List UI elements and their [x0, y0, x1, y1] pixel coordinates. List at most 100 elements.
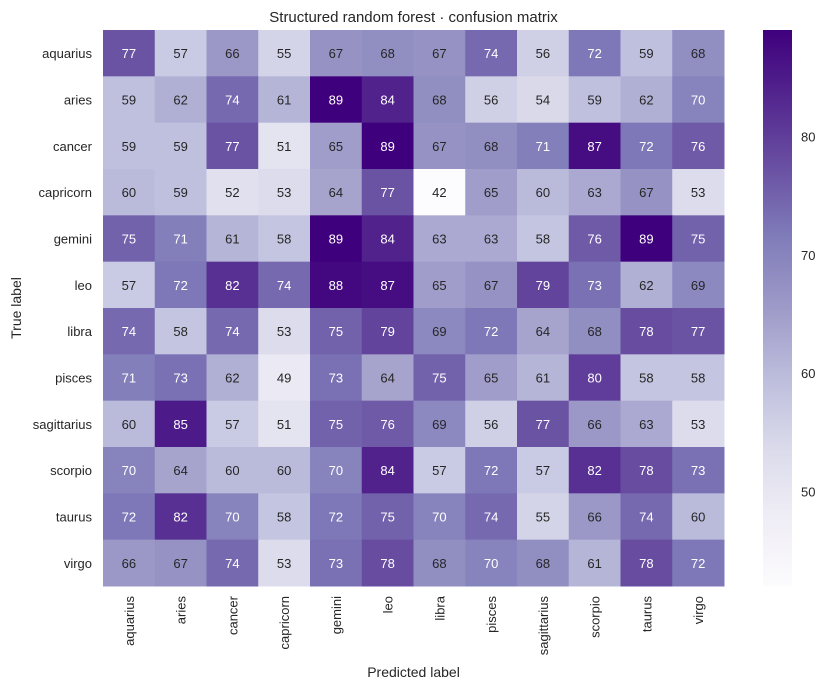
- heatmap-cell: [568, 169, 621, 216]
- heatmap-cell: [258, 122, 311, 170]
- heatmap-cell: [103, 122, 156, 170]
- heatmap-cell: [154, 30, 207, 77]
- cell-value-label: 84: [380, 93, 394, 108]
- cell-value-label: 67: [432, 139, 446, 154]
- cell-value-label: 55: [536, 510, 550, 525]
- heatmap-cell: [517, 169, 570, 216]
- heatmap-cell: [620, 76, 673, 124]
- cell-value-label: 76: [587, 232, 601, 247]
- cell-value-label: 58: [536, 232, 550, 247]
- heatmap-cell: [310, 76, 363, 124]
- heatmap-cell: [568, 354, 621, 402]
- cell-value-label: 57: [122, 278, 136, 293]
- cell-value-label: 73: [691, 463, 705, 478]
- heatmap-cell: [517, 122, 570, 170]
- cell-value-label: 60: [691, 510, 705, 525]
- heatmap-cell: [310, 261, 363, 309]
- heatmap-cell: [310, 215, 363, 263]
- y-tick-label: libra: [67, 324, 92, 339]
- heatmap-cell: [206, 400, 259, 448]
- heatmap-cell: [413, 76, 466, 124]
- cell-value-label: 73: [173, 371, 187, 386]
- cell-value-label: 57: [225, 417, 239, 432]
- cell-value-label: 58: [277, 510, 291, 525]
- heatmap-cell: [258, 539, 311, 587]
- heatmap-cell: [517, 30, 570, 77]
- cell-value-label: 63: [639, 417, 653, 432]
- cell-value-label: 75: [329, 324, 343, 339]
- heatmap-cell: [154, 354, 207, 402]
- cell-value-label: 63: [484, 232, 498, 247]
- heatmap-cell: [672, 30, 725, 77]
- heatmap-cell: [413, 493, 466, 541]
- heatmap-cell: [206, 308, 259, 355]
- heatmap-cell: [465, 30, 518, 77]
- cell-value-label: 60: [536, 185, 550, 200]
- cell-value-label: 72: [587, 46, 601, 61]
- cell-value-label: 64: [329, 185, 343, 200]
- x-tick-label: leo: [381, 596, 396, 613]
- heatmap-cell: [103, 76, 156, 124]
- cell-value-label: 72: [639, 139, 653, 154]
- cell-value-label: 82: [587, 463, 601, 478]
- heatmap-cell: [672, 261, 725, 309]
- cell-value-label: 73: [329, 371, 343, 386]
- heatmap-cell: [310, 30, 363, 77]
- heatmap-cell: [413, 215, 466, 263]
- cell-value-label: 73: [329, 556, 343, 571]
- cell-value-label: 67: [329, 46, 343, 61]
- heatmap-cell: [361, 261, 414, 309]
- heatmap-cell: [258, 169, 311, 216]
- cell-value-label: 66: [587, 417, 601, 432]
- y-tick-label: virgo: [64, 556, 92, 571]
- heatmap-cell: [413, 169, 466, 216]
- cell-value-label: 75: [122, 232, 136, 247]
- cell-value-label: 63: [587, 185, 601, 200]
- cell-value-label: 78: [639, 324, 653, 339]
- heatmap-cell: [517, 354, 570, 402]
- heatmap-cell: [258, 447, 311, 494]
- cell-value-label: 66: [122, 556, 136, 571]
- heatmap-cell: [154, 122, 207, 170]
- y-tick-label: aquarius: [42, 46, 92, 61]
- heatmap-cell: [517, 308, 570, 355]
- cell-value-label: 64: [380, 371, 394, 386]
- heatmap-cell: [517, 215, 570, 263]
- cell-value-label: 60: [225, 463, 239, 478]
- heatmap-cell: [413, 30, 466, 77]
- cell-value-label: 70: [432, 510, 446, 525]
- cell-value-label: 42: [432, 185, 446, 200]
- cell-value-label: 82: [173, 510, 187, 525]
- heatmap-cell: [154, 169, 207, 216]
- cell-value-label: 65: [484, 185, 498, 200]
- heatmap-cell: [620, 261, 673, 309]
- heatmap-cell: [517, 447, 570, 494]
- heatmap-cell: [361, 493, 414, 541]
- heatmap-cell: [103, 308, 156, 355]
- heatmap-cell: [154, 308, 207, 355]
- heatmap-cell: [206, 354, 259, 402]
- x-tick-label: pisces: [484, 596, 499, 633]
- cell-value-label: 68: [380, 46, 394, 61]
- cell-value-label: 72: [122, 510, 136, 525]
- cell-value-label: 77: [225, 139, 239, 154]
- cell-value-label: 71: [536, 139, 550, 154]
- cell-value-label: 75: [329, 417, 343, 432]
- heatmap-cell: [620, 169, 673, 216]
- heatmap-cell: [258, 215, 311, 263]
- y-tick-label: sagittarius: [33, 417, 93, 432]
- cell-value-label: 69: [432, 417, 446, 432]
- heatmap-cell: [206, 215, 259, 263]
- heatmap-cell: [258, 261, 311, 309]
- cell-value-label: 73: [587, 278, 601, 293]
- colorbar-tick-label: 50: [801, 484, 815, 499]
- heatmap-cell: [206, 261, 259, 309]
- cell-value-label: 58: [277, 232, 291, 247]
- cell-value-label: 68: [587, 324, 601, 339]
- cell-value-label: 74: [277, 278, 291, 293]
- heatmap-cell: [465, 447, 518, 494]
- cell-value-label: 65: [484, 371, 498, 386]
- cell-value-label: 79: [536, 278, 550, 293]
- heatmap-cell: [465, 169, 518, 216]
